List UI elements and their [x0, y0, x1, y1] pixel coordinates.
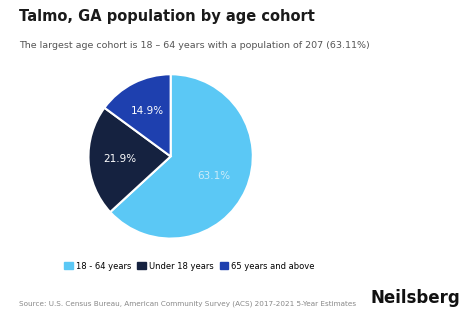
- Wedge shape: [89, 108, 171, 212]
- Text: 21.9%: 21.9%: [103, 154, 137, 164]
- Text: Source: U.S. Census Bureau, American Community Survey (ACS) 2017-2021 5-Year Est: Source: U.S. Census Bureau, American Com…: [19, 300, 356, 307]
- Text: The largest age cohort is 18 – 64 years with a population of 207 (63.11%): The largest age cohort is 18 – 64 years …: [19, 41, 370, 50]
- Legend: 18 - 64 years, Under 18 years, 65 years and above: 18 - 64 years, Under 18 years, 65 years …: [61, 258, 318, 274]
- Text: 63.1%: 63.1%: [198, 171, 231, 180]
- Text: Talmo, GA population by age cohort: Talmo, GA population by age cohort: [19, 9, 315, 24]
- Text: Neilsberg: Neilsberg: [370, 289, 460, 307]
- Wedge shape: [104, 74, 171, 156]
- Wedge shape: [110, 74, 253, 239]
- Text: 14.9%: 14.9%: [131, 106, 164, 116]
